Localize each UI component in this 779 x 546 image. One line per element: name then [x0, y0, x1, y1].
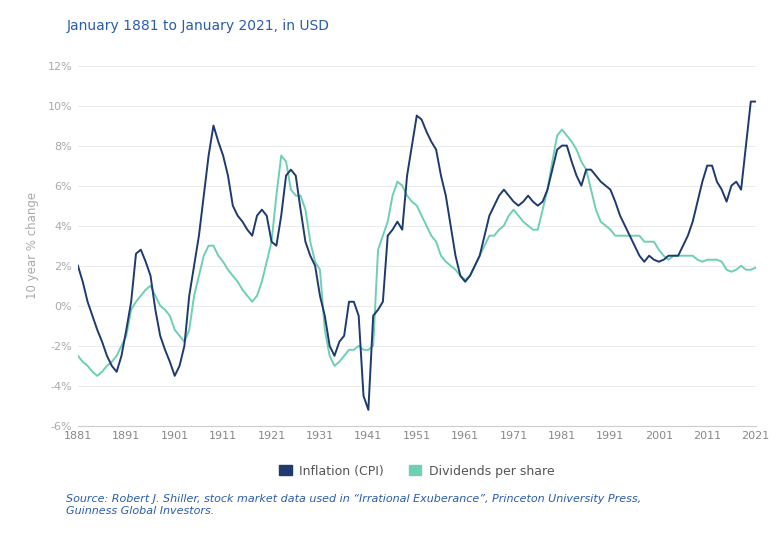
Legend: Inflation (CPI), Dividends per share: Inflation (CPI), Dividends per share	[274, 460, 559, 483]
Text: Source: Robert J. Shiller, stock market data used in “Irrational Exuberance”, Pr: Source: Robert J. Shiller, stock market …	[66, 494, 641, 516]
Text: January 1881 to January 2021, in USD: January 1881 to January 2021, in USD	[66, 19, 330, 33]
Y-axis label: 10 year % change: 10 year % change	[26, 192, 39, 299]
